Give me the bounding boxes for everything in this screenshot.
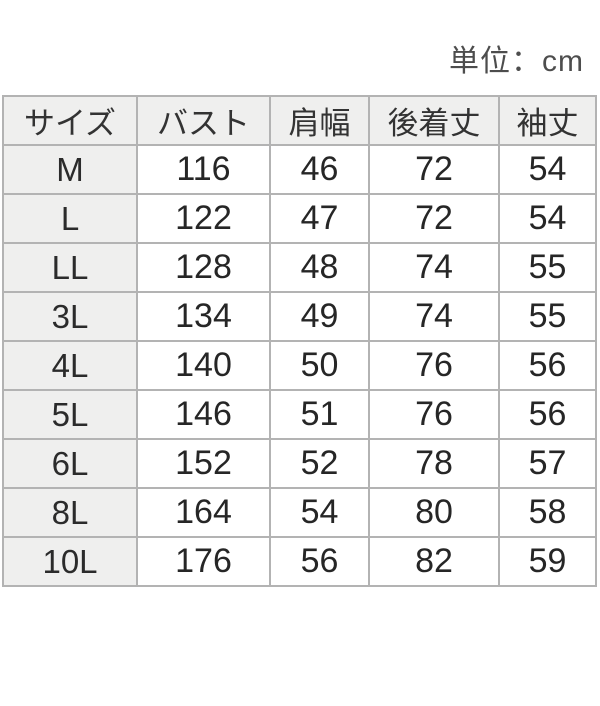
- row-header-size: LL: [2, 242, 138, 293]
- row-header-size: 4L: [2, 340, 138, 391]
- table-row: 10L 176 56 82 59: [2, 536, 597, 587]
- table-cell: 146: [136, 389, 271, 440]
- column-header-size: サイズ: [2, 95, 138, 146]
- row-header-size: 3L: [2, 291, 138, 342]
- table-cell: 72: [368, 144, 500, 195]
- row-header-size: 6L: [2, 438, 138, 489]
- table-cell: 56: [498, 340, 597, 391]
- table-cell: 80: [368, 487, 500, 538]
- table-cell: 176: [136, 536, 271, 587]
- table-cell: 54: [498, 193, 597, 244]
- table-cell: 116: [136, 144, 271, 195]
- column-header-back-length: 後着丈: [368, 95, 500, 146]
- table-cell: 74: [368, 242, 500, 293]
- table-row: M 116 46 72 54: [2, 144, 597, 195]
- row-header-size: 10L: [2, 536, 138, 587]
- table-cell: 56: [269, 536, 370, 587]
- table-row: LL 128 48 74 55: [2, 242, 597, 293]
- table-cell: 56: [498, 389, 597, 440]
- table-cell: 76: [368, 389, 500, 440]
- table-row: 3L 134 49 74 55: [2, 291, 597, 342]
- column-header-sleeve-length: 袖丈: [498, 95, 597, 146]
- table-cell: 76: [368, 340, 500, 391]
- table-cell: 55: [498, 242, 597, 293]
- table-cell: 78: [368, 438, 500, 489]
- table-cell: 58: [498, 487, 597, 538]
- row-header-size: 8L: [2, 487, 138, 538]
- size-chart-table: サイズ バスト 肩幅 後着丈 袖丈 M 116 46 72 54 L 122 4…: [2, 95, 597, 587]
- table-cell: 164: [136, 487, 271, 538]
- table-cell: 122: [136, 193, 271, 244]
- table-cell: 59: [498, 536, 597, 587]
- header-row: サイズ バスト 肩幅 後着丈 袖丈: [2, 95, 597, 146]
- column-header-shoulder-width: 肩幅: [269, 95, 370, 146]
- table-cell: 52: [269, 438, 370, 489]
- table-cell: 50: [269, 340, 370, 391]
- column-header-bust: バスト: [136, 95, 271, 146]
- table-row: 8L 164 54 80 58: [2, 487, 597, 538]
- table-cell: 72: [368, 193, 500, 244]
- row-header-size: M: [2, 144, 138, 195]
- table-cell: 140: [136, 340, 271, 391]
- table-cell: 46: [269, 144, 370, 195]
- table-cell: 55: [498, 291, 597, 342]
- row-header-size: 5L: [2, 389, 138, 440]
- table-row: L 122 47 72 54: [2, 193, 597, 244]
- table-row: 6L 152 52 78 57: [2, 438, 597, 489]
- table-cell: 74: [368, 291, 500, 342]
- table-cell: 54: [498, 144, 597, 195]
- table-cell: 134: [136, 291, 271, 342]
- table-cell: 54: [269, 487, 370, 538]
- table-row: 5L 146 51 76 56: [2, 389, 597, 440]
- table-cell: 48: [269, 242, 370, 293]
- table-cell: 51: [269, 389, 370, 440]
- table-cell: 47: [269, 193, 370, 244]
- table-cell: 82: [368, 536, 500, 587]
- table-cell: 128: [136, 242, 271, 293]
- table-row: 4L 140 50 76 56: [2, 340, 597, 391]
- table-cell: 49: [269, 291, 370, 342]
- row-header-size: L: [2, 193, 138, 244]
- unit-label: 単位：cm: [449, 45, 584, 78]
- table-cell: 57: [498, 438, 597, 489]
- table-cell: 152: [136, 438, 271, 489]
